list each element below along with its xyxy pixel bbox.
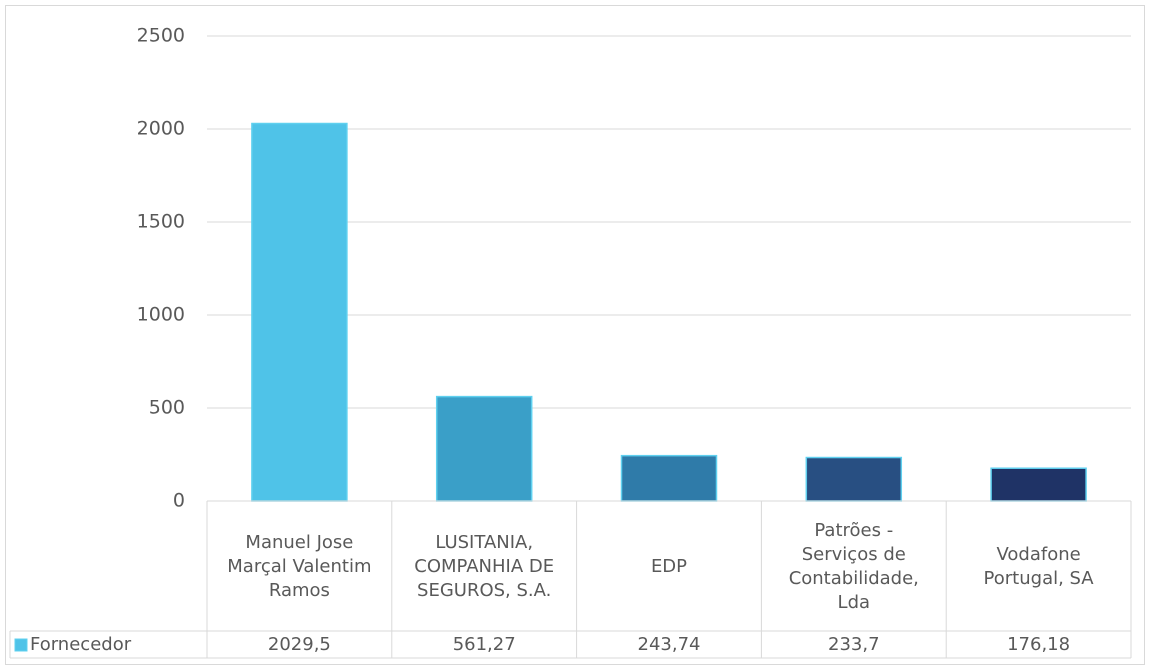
bar: [990, 467, 1087, 502]
data-table-value: 2029,5: [267, 633, 331, 655]
category-label: Patrões - Serviços de Contabilidade, Lda: [788, 520, 919, 613]
category-label: Manuel Jose Marçal Valentim Ramos: [227, 532, 372, 601]
bar: [620, 454, 718, 502]
chart-border: [5, 5, 1145, 665]
category-label: LUSITANIA, COMPANHIA DE SEGUROS, S.A.: [414, 532, 555, 601]
legend-label: Fornecedor: [30, 634, 132, 655]
data-table-value: 233,7: [828, 633, 880, 655]
y-tick-label: 1000: [137, 304, 185, 326]
y-tick-label: 500: [149, 397, 185, 419]
bar: [251, 122, 348, 502]
bar: [435, 395, 533, 502]
y-tick-label: 2500: [137, 25, 185, 47]
data-table-value: 243,74: [637, 633, 701, 655]
category-label: EDP: [650, 556, 688, 577]
data-table-value: 561,27: [452, 633, 516, 655]
legend-marker: [14, 638, 28, 652]
bar: [805, 456, 903, 502]
data-table-value: 176,18: [1007, 633, 1071, 655]
y-tick-label: 1500: [137, 211, 185, 233]
y-tick-label: 0: [173, 490, 185, 512]
category-label: Vodafone Portugal, SA: [983, 544, 1094, 589]
y-tick-label: 2000: [137, 118, 185, 140]
